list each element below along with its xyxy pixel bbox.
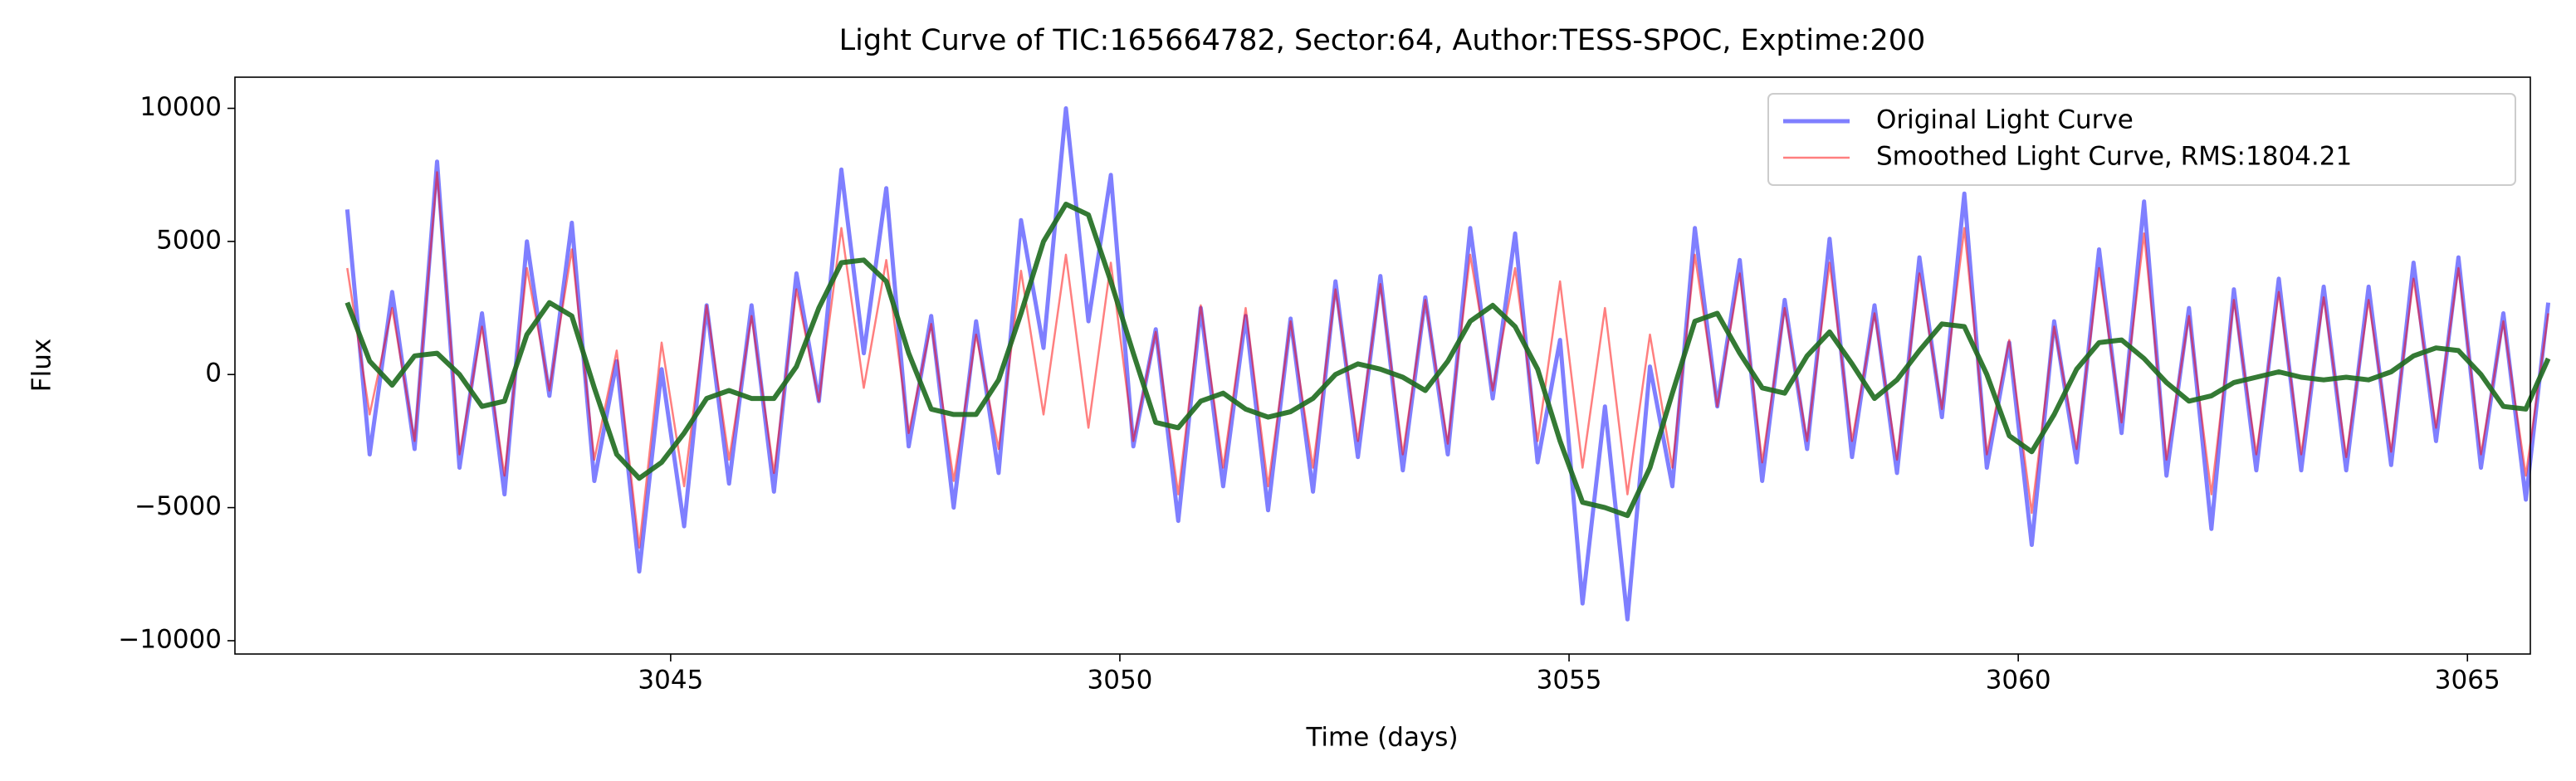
- x-tick-label: 3065: [2435, 666, 2500, 696]
- plot-frame: [234, 76, 2531, 655]
- x-tick-label: 3055: [1537, 666, 1602, 696]
- y-tick-label: 0: [205, 359, 222, 388]
- series-line: [345, 202, 2551, 519]
- legend-box: [1767, 93, 2516, 186]
- y-tick-label: −10000: [118, 624, 222, 654]
- y-tick-label: −5000: [134, 491, 222, 521]
- y-tick-label: 10000: [139, 92, 222, 122]
- legend-label: Smoothed Light Curve, RMS:1804.21: [1876, 142, 2352, 172]
- chart-title: Light Curve of TIC:165664782, Sector:64,…: [839, 24, 1926, 57]
- y-axis-label: Flux: [27, 339, 57, 392]
- series-line: [346, 171, 2549, 549]
- y-tick-label: 5000: [156, 225, 222, 255]
- x-tick-label: 3045: [638, 666, 703, 696]
- x-tick-label: 3060: [1986, 666, 2051, 696]
- x-axis-label: Time (days): [1305, 723, 1458, 753]
- legend-label: Original Light Curve: [1876, 105, 2134, 135]
- x-tick-label: 3050: [1088, 666, 1153, 696]
